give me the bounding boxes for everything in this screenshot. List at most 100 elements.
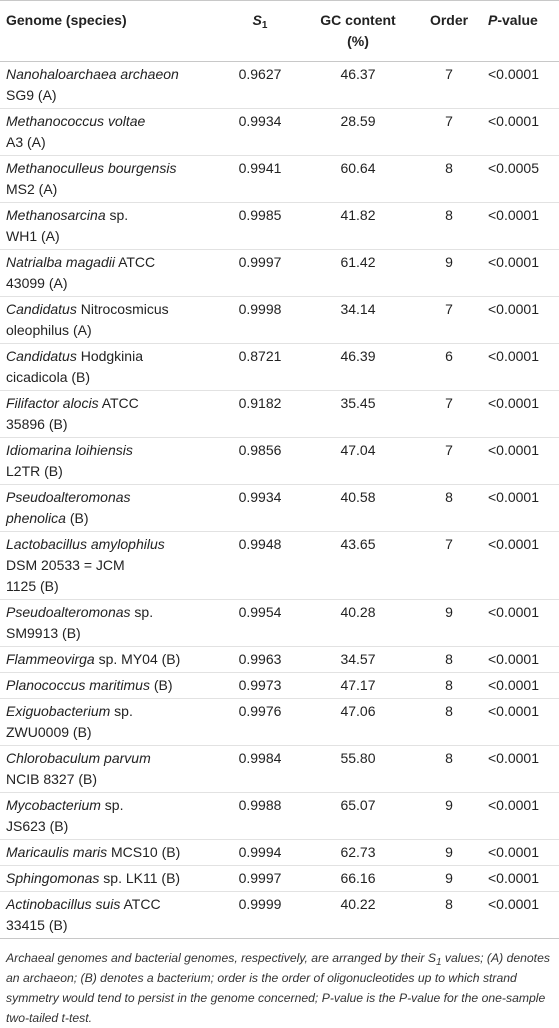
genome-cell: Nanohaloarchaea archaeon SG9 (A) bbox=[0, 62, 220, 109]
header-s1: S1 bbox=[220, 0, 298, 62]
gc-content-cell: 62.73 bbox=[340, 844, 376, 860]
genome-name-part: JS623 (B) bbox=[6, 818, 69, 834]
gc-content-cell: 46.37 bbox=[340, 66, 376, 82]
table-row: Exiguobacterium sp. ZWU0009 (B) 0.9976 47.0… bbox=[0, 699, 559, 746]
p-value-cell: <0.0001 bbox=[488, 301, 539, 317]
gc-content-cell: 28.59 bbox=[340, 113, 376, 129]
genome-name-part: Maricaulis maris bbox=[6, 844, 108, 860]
header-row: Genome (species) S1 GC content (%) Order … bbox=[0, 0, 559, 62]
gc-content-cell: 34.14 bbox=[340, 301, 376, 317]
genome-name-part: Candidatus bbox=[6, 348, 77, 364]
p-value-cell: <0.0001 bbox=[488, 703, 539, 719]
gc-content-cell: 47.17 bbox=[340, 677, 376, 693]
genome-name-part: 43099 (A) bbox=[6, 275, 68, 291]
order-cell: 8 bbox=[445, 896, 453, 912]
order-cell: 7 bbox=[445, 395, 453, 411]
header-p-value: P-value bbox=[480, 0, 559, 62]
genome-name-part: Actinobacillus suis bbox=[6, 896, 121, 912]
s1-cell: 0.9948 bbox=[238, 536, 282, 552]
gc-content-cell: 35.45 bbox=[340, 395, 376, 411]
table-row: Planococcus maritimus (B) 0.9973 47.17 8 <0.… bbox=[0, 673, 559, 699]
s1-cell: 0.9856 bbox=[238, 442, 282, 458]
gc-content-cell: 61.42 bbox=[340, 254, 376, 270]
genome-cell: Methanococcus voltae A3 (A) bbox=[0, 109, 220, 156]
p-value-cell: <0.0001 bbox=[488, 797, 539, 813]
order-cell: 9 bbox=[445, 254, 453, 270]
s1-cell: 0.9182 bbox=[238, 395, 282, 411]
genome-name-part: Flammeovirga bbox=[6, 651, 95, 667]
table-row: Flammeovirga sp. MY04 (B) 0.9963 34.57 8 <0.… bbox=[0, 647, 559, 673]
genome-name-part: 1125 (B) bbox=[6, 578, 59, 594]
genome-cell: Pseudoalteromonas sp. SM9913 (B) bbox=[0, 600, 220, 647]
genome-table: Genome (species) S1 GC content (%) Order … bbox=[0, 0, 559, 939]
genome-cell: Planococcus maritimus (B) bbox=[0, 673, 220, 699]
genome-cell: Maricaulis maris MCS10 (B) bbox=[0, 840, 220, 866]
order-cell: 7 bbox=[445, 113, 453, 129]
gc-content-cell: 55.80 bbox=[340, 750, 376, 766]
gc-content-cell: 40.28 bbox=[340, 604, 376, 620]
genome-name-part: (B) bbox=[65, 510, 89, 526]
p-value-cell: <0.0001 bbox=[488, 844, 539, 860]
genome-name-part: oleophilus (A) bbox=[6, 322, 92, 338]
genome-cell: Pseudoalteromonas phenolica (B) bbox=[0, 485, 220, 532]
table-row: Filifactor alocis ATCC 35896 (B) 0.9182 35.… bbox=[0, 391, 559, 438]
genome-name-part: Mycobacterium bbox=[6, 797, 101, 813]
order-cell: 8 bbox=[445, 703, 453, 719]
genome-name-part: WH1 (A) bbox=[6, 228, 60, 244]
genome-cell: Candidatus Nitrocosmicus oleophilus (A) bbox=[0, 297, 220, 344]
genome-name-part: Pseudoalteromonas bbox=[6, 489, 131, 505]
genome-name-part: DSM 20533 = JCM bbox=[6, 557, 125, 573]
genome-cell: Chlorobaculum parvum NCIB 8327 (B) bbox=[0, 746, 220, 793]
genome-name-part: ATCC bbox=[98, 395, 139, 411]
order-cell: 9 bbox=[445, 797, 453, 813]
table-row: Sphingomonas sp. LK11 (B) 0.9997 66.16 9 <0.… bbox=[0, 866, 559, 892]
genome-name-part: NCIB 8327 (B) bbox=[6, 771, 98, 787]
s1-cell: 0.9994 bbox=[238, 844, 282, 860]
s1-cell: 0.9941 bbox=[238, 160, 282, 176]
genome-name-part: Nitrocosmicus bbox=[76, 301, 169, 317]
genome-cell: Natrialba magadii ATCC 43099 (A) bbox=[0, 250, 220, 297]
s1-cell: 0.9934 bbox=[238, 113, 282, 129]
genome-name-part: ATCC bbox=[114, 254, 156, 270]
s1-cell: 0.9973 bbox=[238, 677, 282, 693]
p-value-cell: <0.0001 bbox=[488, 750, 539, 766]
genome-cell: Actinobacillus suis ATCC 33415 (B) bbox=[0, 892, 220, 939]
p-value-cell: <0.0001 bbox=[488, 442, 539, 458]
gc-content-cell: 65.07 bbox=[340, 797, 376, 813]
table-row: Methanococcus voltae A3 (A) 0.9934 28.59 7 <0… bbox=[0, 109, 559, 156]
genome-name-part: Lactobacillus amylophilus bbox=[6, 536, 165, 552]
genome-name-part: sp. bbox=[110, 703, 133, 719]
genome-cell: Methanosarcina sp. WH1 (A) bbox=[0, 203, 220, 250]
table-row: Methanosarcina sp. WH1 (A) 0.9985 41.82 8 <0.… bbox=[0, 203, 559, 250]
order-cell: 7 bbox=[445, 301, 453, 317]
genome-name-part: Chlorobaculum parvum bbox=[6, 750, 151, 766]
table-row: Pseudoalteromonas sp. SM9913 (B) 0.9954 40.… bbox=[0, 600, 559, 647]
s1-cell: 0.9985 bbox=[238, 207, 282, 223]
p-value-cell: <0.0001 bbox=[488, 489, 539, 505]
gc-content-cell: 40.22 bbox=[340, 896, 376, 912]
table-row: Candidatus Nitrocosmicus oleophilus (A) 0.… bbox=[0, 297, 559, 344]
p-value-cell: <0.0001 bbox=[488, 395, 539, 411]
genome-name-part: ATCC bbox=[120, 896, 161, 912]
genome-cell: Candidatus Hodgkinia cicadicola (B) bbox=[0, 344, 220, 391]
genome-name-part: ZWU0009 (B) bbox=[6, 724, 92, 740]
gc-content-cell: 66.16 bbox=[340, 870, 376, 886]
order-cell: 8 bbox=[445, 207, 453, 223]
s1-cell: 0.8721 bbox=[238, 348, 282, 364]
p-value-cell: <0.0001 bbox=[488, 207, 539, 223]
table-row: Candidatus Hodgkinia cicadicola (B) 0.8721… bbox=[0, 344, 559, 391]
order-cell: 8 bbox=[445, 651, 453, 667]
table-row: Nanohaloarchaea archaeon SG9 (A) 0.9627 46.… bbox=[0, 62, 559, 109]
order-cell: 8 bbox=[445, 677, 453, 693]
s1-cell: 0.9988 bbox=[238, 797, 282, 813]
s1-cell: 0.9997 bbox=[238, 254, 282, 270]
order-cell: 9 bbox=[445, 844, 453, 860]
genome-name-part: Methanosarcina bbox=[6, 207, 106, 223]
genome-name-part: sp. LK11 (B) bbox=[99, 870, 181, 886]
genome-name-part: Methanoculleus bourgensis bbox=[6, 160, 177, 176]
p-value-cell: <0.0001 bbox=[488, 113, 539, 129]
genome-name-part: sp. bbox=[130, 604, 154, 620]
p-value-cell: <0.0001 bbox=[488, 651, 539, 667]
genome-name-part: Hodgkinia bbox=[76, 348, 143, 364]
